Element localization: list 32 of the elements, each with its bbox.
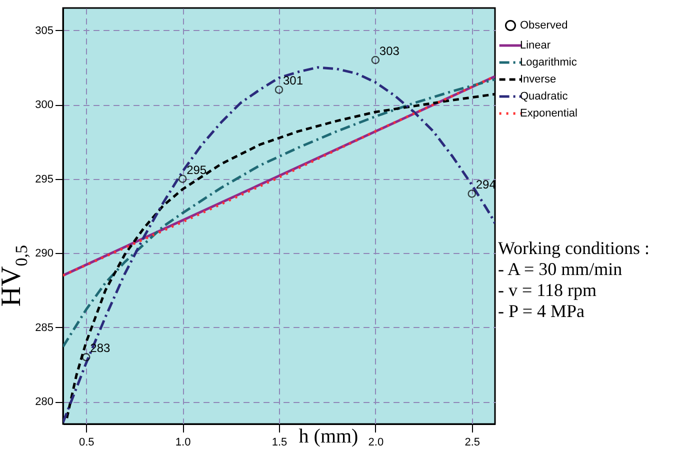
x-tick-label: 0.5 xyxy=(78,436,94,448)
legend-label: Inverse xyxy=(520,74,556,86)
point xyxy=(371,56,380,64)
text: - P = 4 MPa xyxy=(498,301,586,322)
data-label: 283 xyxy=(90,341,110,356)
y-tick-label: 295 xyxy=(35,173,54,186)
x-tick-label: 1.5 xyxy=(272,436,288,448)
point xyxy=(178,174,187,183)
legend-label: Observed xyxy=(520,20,568,32)
legend-label: Logarithmic xyxy=(520,56,578,68)
legend-label: Linear xyxy=(520,40,551,52)
text: - A = 30 mm/min xyxy=(498,259,624,280)
point xyxy=(82,353,90,362)
y-tick-label: 305 xyxy=(35,24,54,37)
point xyxy=(274,86,284,94)
x-tick-label: 2.5 xyxy=(464,436,480,448)
y-tick-label: 280 xyxy=(35,396,54,408)
text: Working conditions : xyxy=(498,238,650,259)
text: - v = 118 rpm xyxy=(498,280,598,301)
y-tick-label: 290 xyxy=(35,248,54,260)
x-tick-label: 1.0 xyxy=(175,436,191,448)
y-tick-label: 285 xyxy=(35,322,54,334)
x-axis-title: h (mm) xyxy=(298,426,358,448)
y-tick-label: 300 xyxy=(35,99,54,112)
data-label: 294 xyxy=(476,178,496,192)
point xyxy=(468,190,476,198)
data-label: 295 xyxy=(186,162,207,177)
data-label: 301 xyxy=(283,74,304,88)
data-label: 303 xyxy=(379,44,400,58)
legend-label: Quadratic xyxy=(520,90,568,102)
legend-label: Exponential xyxy=(520,108,578,120)
x-tick-label: 2.0 xyxy=(368,436,384,448)
